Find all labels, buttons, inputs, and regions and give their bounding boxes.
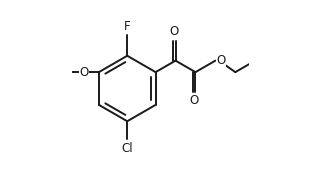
Text: O: O [190, 94, 199, 107]
Text: F: F [124, 20, 131, 33]
Text: O: O [79, 66, 88, 79]
Text: Cl: Cl [122, 142, 133, 155]
Text: O: O [170, 25, 179, 39]
Text: O: O [216, 54, 226, 67]
